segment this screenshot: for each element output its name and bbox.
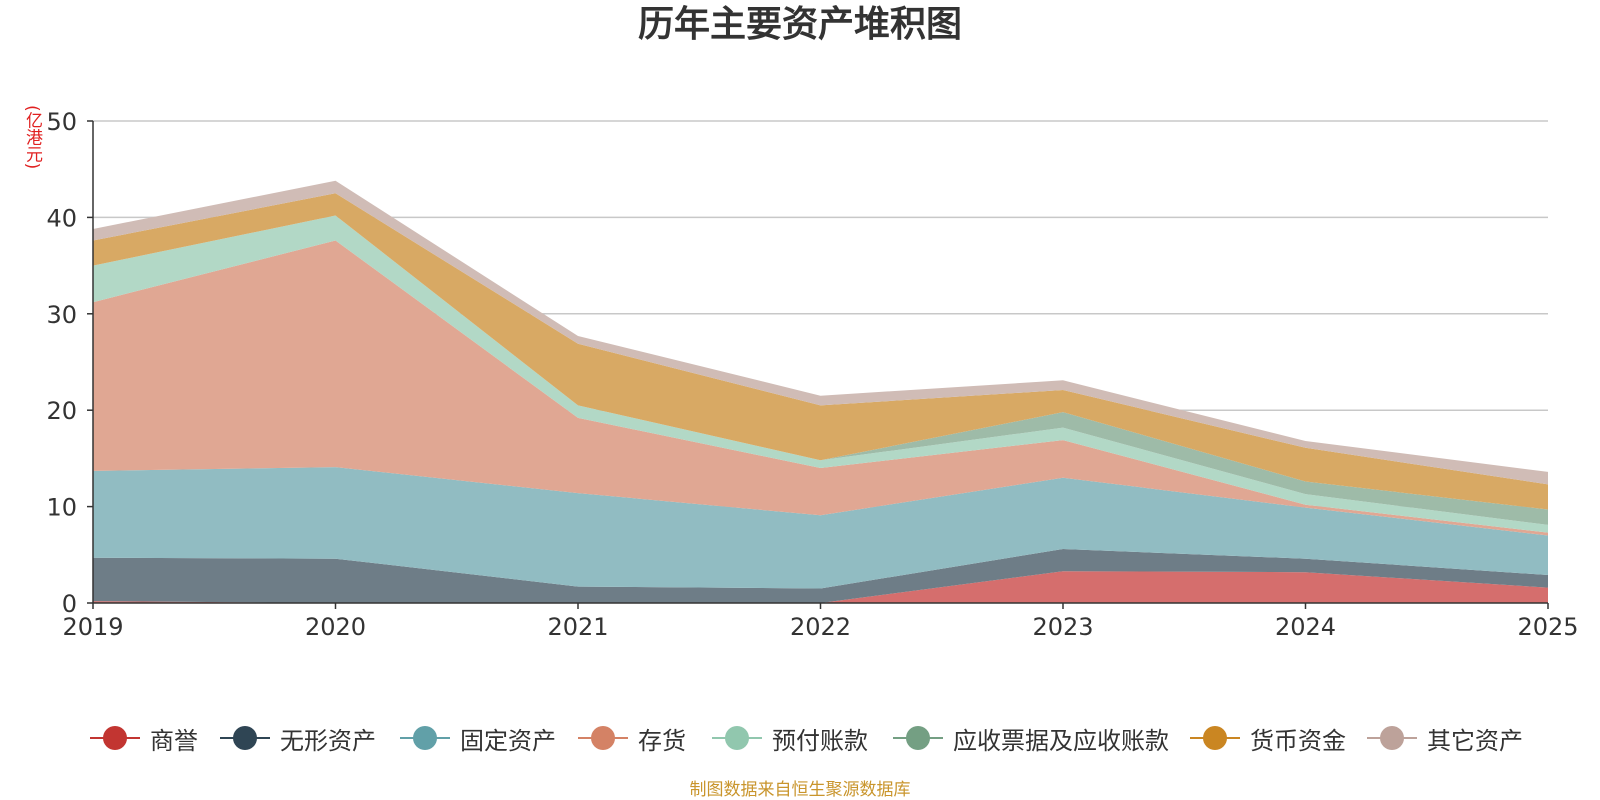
- legend-marker-icon: [578, 718, 628, 758]
- legend-marker-icon: [400, 718, 450, 758]
- y-tick-label-30: 30: [46, 301, 77, 329]
- legend-item-7[interactable]: 其它资产: [1367, 718, 1523, 758]
- x-tick-label-2021: 2021: [547, 613, 608, 641]
- legend-label: 货币资金: [1250, 726, 1346, 755]
- y-tick-label-20: 20: [46, 397, 77, 425]
- legend-label: 存货: [638, 726, 686, 755]
- legend-item-4[interactable]: 预付账款: [712, 718, 868, 758]
- legend-item-3[interactable]: 存货: [578, 718, 686, 758]
- area-series-4: [93, 215, 1548, 533]
- y-tick-label-40: 40: [46, 204, 77, 232]
- legend-label: 应收票据及应收账款: [953, 726, 1169, 755]
- chart-title: 历年主要资产堆积图: [637, 4, 962, 45]
- legend-label: 无形资产: [280, 726, 376, 755]
- legend-item-1[interactable]: 无形资产: [220, 718, 376, 758]
- y-tick-label-50: 50: [46, 108, 77, 136]
- legend-item-6[interactable]: 货币资金: [1190, 718, 1346, 758]
- area-series-7: [93, 180, 1548, 485]
- x-tick-label-2020: 2020: [305, 613, 366, 641]
- area-series-0: [93, 571, 1548, 603]
- area-series-2: [93, 467, 1548, 589]
- legend-item-2[interactable]: 固定资产: [400, 718, 556, 758]
- legend: 商誉 无形资产 固定资产 存货 预付账款 应收票据及应收账款 货币资金 其它资产: [0, 718, 1600, 758]
- y-axis-unit-label: (亿港元): [22, 105, 42, 170]
- legend-marker-icon: [1190, 718, 1240, 758]
- legend-item-5[interactable]: 应收票据及应收账款: [893, 718, 1169, 758]
- y-tick-label-10: 10: [46, 494, 77, 522]
- x-tick-label-2022: 2022: [790, 613, 851, 641]
- x-tick-label-2024: 2024: [1275, 613, 1336, 641]
- legend-marker-icon: [893, 718, 943, 758]
- x-tick-label-2023: 2023: [1032, 613, 1093, 641]
- legend-marker-icon: [1367, 718, 1417, 758]
- legend-label: 预付账款: [772, 726, 868, 755]
- legend-label: 固定资产: [460, 726, 556, 755]
- legend-marker-icon: [712, 718, 762, 758]
- area-series-3: [93, 240, 1548, 536]
- y-tick-label-0: 0: [62, 590, 77, 618]
- area-series-6: [93, 193, 1548, 510]
- legend-marker-icon: [220, 718, 270, 758]
- x-tick-label-2025: 2025: [1517, 613, 1578, 641]
- legend-label: 商誉: [150, 726, 198, 755]
- area-series-1: [93, 549, 1548, 603]
- area-series-5: [93, 215, 1548, 525]
- legend-marker-icon: [90, 718, 140, 758]
- legend-item-0[interactable]: 商誉: [90, 718, 198, 758]
- legend-label: 其它资产: [1427, 726, 1523, 755]
- source-note: 制图数据来自恒生聚源数据库: [689, 780, 911, 800]
- x-tick-label-2019: 2019: [62, 613, 123, 641]
